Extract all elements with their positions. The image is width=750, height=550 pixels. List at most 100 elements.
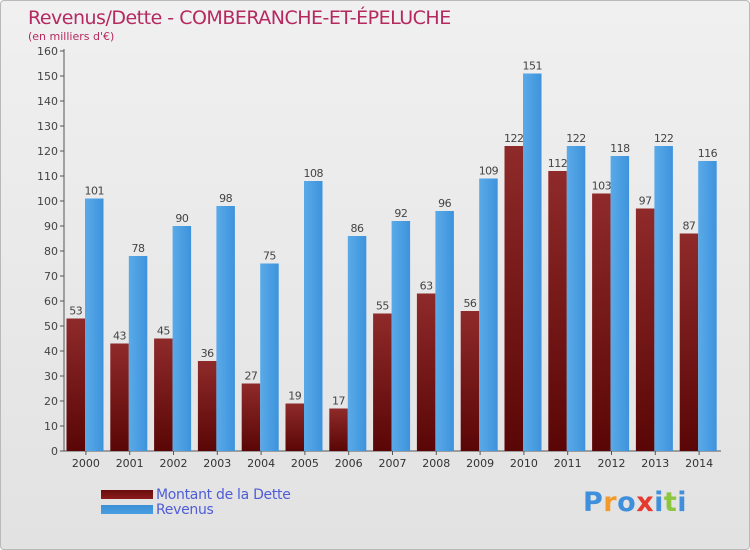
data-label-dette: 87 bbox=[682, 220, 695, 233]
data-label-revenus: 109 bbox=[479, 165, 499, 178]
data-label-revenus: 101 bbox=[85, 185, 105, 198]
y-tick-label: 50 bbox=[44, 320, 58, 333]
data-label-revenus: 151 bbox=[523, 60, 543, 73]
data-label-revenus: 122 bbox=[654, 132, 674, 145]
bar-dette bbox=[592, 193, 611, 451]
bar-revenus bbox=[216, 206, 235, 451]
data-label-revenus: 118 bbox=[610, 142, 630, 155]
data-label-revenus: 122 bbox=[566, 132, 586, 145]
logo-letter: P bbox=[583, 487, 604, 518]
bar-revenus bbox=[610, 156, 630, 451]
bar-dette bbox=[504, 146, 523, 451]
x-tick-label: 2006 bbox=[335, 457, 363, 470]
legend-item-dette: Montant de la Dette bbox=[101, 486, 291, 503]
data-label-revenus: 116 bbox=[698, 147, 718, 160]
bar-revenus bbox=[654, 146, 673, 451]
logo-letter: t bbox=[663, 487, 678, 518]
x-tick-label: 2011 bbox=[554, 457, 582, 470]
y-tick-label: 130 bbox=[37, 120, 58, 133]
bar-revenus bbox=[260, 263, 279, 451]
data-label-dette: 19 bbox=[288, 390, 301, 403]
data-label-dette: 45 bbox=[157, 325, 170, 338]
y-tick-label: 60 bbox=[44, 295, 58, 308]
bar-revenus bbox=[698, 161, 717, 451]
x-tick-label: 2004 bbox=[247, 457, 275, 470]
bar-revenus bbox=[479, 178, 498, 451]
bar-dette bbox=[460, 311, 480, 451]
bar-dette bbox=[679, 233, 699, 451]
logo-letter: r bbox=[603, 487, 618, 518]
proxiti-logo: Proxiti bbox=[583, 487, 687, 518]
bar-revenus bbox=[85, 198, 104, 451]
x-tick-label: 2010 bbox=[510, 457, 538, 470]
data-label-revenus: 86 bbox=[351, 222, 364, 235]
chart-legend: Montant de la Dette Revenus bbox=[101, 486, 291, 518]
y-tick-label: 120 bbox=[37, 145, 58, 158]
y-tick-label: 40 bbox=[44, 345, 58, 358]
x-tick-label: 2008 bbox=[422, 457, 450, 470]
data-label-dette: 112 bbox=[548, 157, 568, 170]
data-label-dette: 17 bbox=[332, 395, 345, 408]
data-label-revenus: 90 bbox=[175, 212, 188, 225]
bar-dette bbox=[548, 171, 567, 451]
x-tick-label: 2000 bbox=[72, 457, 100, 470]
x-tick-label: 2007 bbox=[379, 457, 407, 470]
bar-revenus bbox=[391, 221, 411, 451]
data-label-dette: 63 bbox=[420, 280, 433, 293]
y-tick-label: 90 bbox=[44, 220, 58, 233]
y-tick-label: 10 bbox=[44, 420, 58, 433]
x-tick-label: 2005 bbox=[291, 457, 319, 470]
logo-letter: i bbox=[654, 487, 664, 518]
data-label-dette: 43 bbox=[113, 330, 126, 343]
legend-label-dette: Montant de la Dette bbox=[156, 486, 291, 503]
x-tick-label: 2013 bbox=[641, 457, 669, 470]
y-tick-label: 70 bbox=[44, 270, 58, 283]
bar-revenus bbox=[566, 146, 586, 451]
legend-label-revenus: Revenus bbox=[156, 501, 214, 518]
data-label-dette: 55 bbox=[376, 300, 389, 313]
bar-dette bbox=[241, 383, 261, 451]
y-tick-label: 30 bbox=[44, 370, 58, 383]
bar-dette bbox=[154, 338, 173, 451]
x-tick-label: 2001 bbox=[116, 457, 144, 470]
logo-letter: o bbox=[617, 487, 637, 518]
data-label-revenus: 78 bbox=[132, 242, 145, 255]
bar-dette bbox=[285, 403, 304, 451]
bar-revenus bbox=[523, 73, 542, 451]
chart-subtitle: (en milliers d'€) bbox=[28, 30, 115, 43]
x-tick-label: 2012 bbox=[598, 457, 626, 470]
data-label-dette: 97 bbox=[639, 195, 652, 208]
x-tick-label: 2003 bbox=[203, 457, 231, 470]
bar-revenus bbox=[435, 211, 454, 451]
bar-dette bbox=[110, 343, 129, 451]
data-label-dette: 27 bbox=[244, 370, 257, 383]
bar-dette bbox=[635, 208, 655, 451]
y-tick-label: 160 bbox=[37, 45, 58, 58]
data-label-dette: 53 bbox=[69, 305, 82, 318]
bar-dette bbox=[197, 361, 217, 451]
legend-item-revenus: Revenus bbox=[101, 501, 291, 518]
x-tick-label: 2014 bbox=[685, 457, 713, 470]
data-label-revenus: 92 bbox=[394, 207, 407, 220]
bar-revenus bbox=[304, 181, 323, 451]
bar-revenus bbox=[347, 236, 367, 451]
bar-revenus bbox=[128, 256, 148, 451]
legend-swatch-revenus bbox=[101, 505, 153, 514]
y-tick-label: 80 bbox=[44, 245, 58, 258]
y-tick-label: 140 bbox=[37, 95, 58, 108]
x-tick-label: 2002 bbox=[160, 457, 188, 470]
bar-dette bbox=[373, 313, 392, 451]
bar-dette bbox=[329, 408, 348, 451]
y-tick-label: 110 bbox=[37, 170, 58, 183]
y-tick-label: 150 bbox=[37, 70, 58, 83]
bar-revenus bbox=[172, 226, 192, 451]
y-tick-label: 20 bbox=[44, 395, 58, 408]
data-label-revenus: 98 bbox=[219, 192, 232, 205]
bar-dette bbox=[416, 293, 436, 451]
data-label-dette: 122 bbox=[504, 132, 524, 145]
bar-dette bbox=[66, 318, 85, 451]
data-label-revenus: 96 bbox=[438, 197, 451, 210]
y-tick-label: 100 bbox=[37, 195, 58, 208]
